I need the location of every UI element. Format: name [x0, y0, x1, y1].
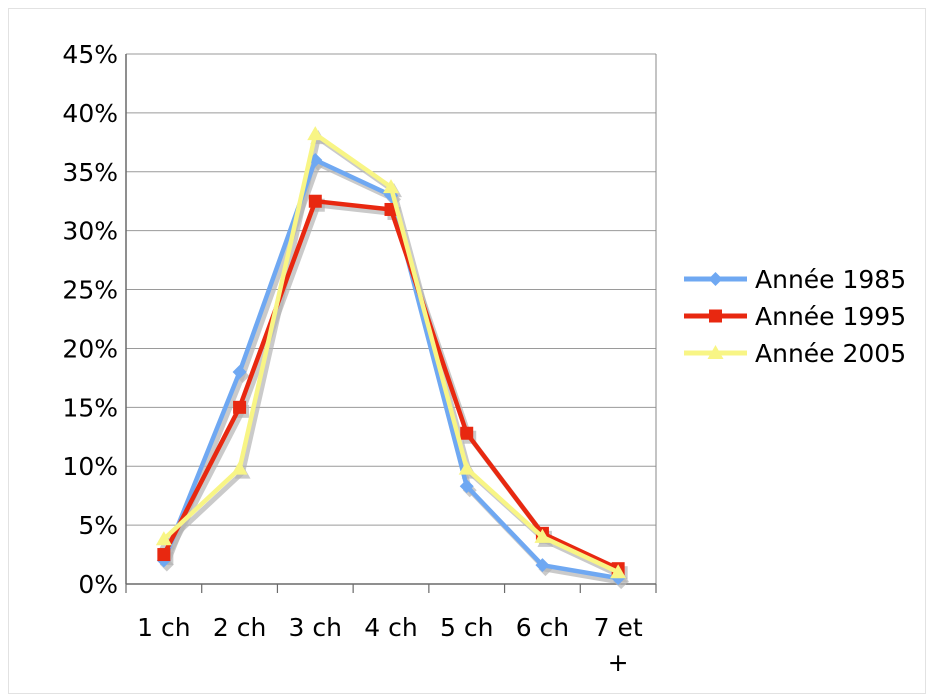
x-tick-label-line: +: [608, 648, 629, 677]
series-2: [157, 194, 625, 576]
y-tick-label: 15%: [62, 393, 118, 422]
legend-item: Année 1985: [684, 265, 906, 294]
series-line: [161, 157, 619, 581]
chart-frame: 0% 5% 10% 15% 20% 25% 30% 35% 40% 45% 1 ch 2 ch 3 c…: [8, 8, 926, 694]
x-tick-label-line: 2 ch: [213, 613, 266, 642]
legend-label: Année 2005: [755, 339, 906, 368]
x-tick-label-line: 5 ch: [440, 613, 493, 642]
x-tick-labels: 1 ch 2 ch 3 ch 4 ch 5 ch 6 ch 7 et +: [137, 613, 643, 677]
data-point: [307, 126, 324, 141]
x-tick-label: 2 ch: [213, 613, 266, 642]
legend-swatch-marker: [709, 309, 722, 323]
x-tick-label: 7 et +: [594, 613, 643, 677]
y-tick-label: 35%: [62, 158, 118, 187]
y-tick-label: 25%: [62, 276, 118, 305]
y-tick-label: 45%: [62, 40, 118, 69]
legend-item: Année 1995: [684, 302, 906, 331]
x-tick-label: 3 ch: [289, 613, 342, 642]
data-point: [233, 400, 247, 414]
x-tick-label-line: 4 ch: [364, 613, 417, 642]
line-chart: 0% 5% 10% 15% 20% 25% 30% 35% 40% 45% 1 ch 2 ch 3 c…: [62, 40, 906, 677]
x-tick-label: 4 ch: [364, 613, 417, 642]
x-tick-label: 6 ch: [516, 613, 569, 642]
x-tick-label: 1 ch: [137, 613, 190, 642]
data-point: [460, 426, 474, 440]
legend-item: Année 2005: [684, 339, 906, 368]
y-tick-label: 40%: [62, 99, 118, 128]
data-point: [610, 564, 627, 579]
legend-label: Année 1995: [755, 302, 906, 331]
legend: Année 1985 Année 1995 Année 2005: [684, 265, 906, 368]
x-tick-label-line: 7 et: [594, 613, 643, 642]
data-point: [157, 548, 171, 562]
legend-swatch-marker: [708, 272, 723, 286]
y-tick-label: 30%: [62, 217, 118, 246]
series-3: [155, 126, 627, 579]
data-point: [308, 194, 322, 208]
x-tick-label-line: 1 ch: [137, 613, 190, 642]
data-point: [232, 365, 247, 379]
data-point: [535, 558, 550, 573]
y-tick-label: 5%: [78, 511, 118, 540]
y-tick-labels: 0% 5% 10% 15% 20% 25% 30% 35% 40% 45%: [62, 40, 118, 599]
data-point: [231, 460, 248, 475]
y-tick-label: 0%: [78, 570, 118, 599]
series-lines: [155, 126, 627, 586]
legend-label: Année 1985: [755, 265, 906, 294]
data-point: [534, 528, 551, 543]
axes: [125, 54, 657, 593]
x-tick-label-line: 3 ch: [289, 613, 342, 642]
data-point: [383, 179, 399, 194]
x-tick-label: 5 ch: [440, 613, 493, 642]
legend-swatch-marker: [707, 345, 724, 359]
data-point: [458, 460, 475, 475]
data-point: [155, 531, 172, 546]
y-tick-label: 10%: [62, 452, 118, 481]
y-tick-label: 20%: [62, 334, 118, 363]
data-point: [459, 479, 474, 494]
x-tick-label-line: 6 ch: [516, 613, 569, 642]
